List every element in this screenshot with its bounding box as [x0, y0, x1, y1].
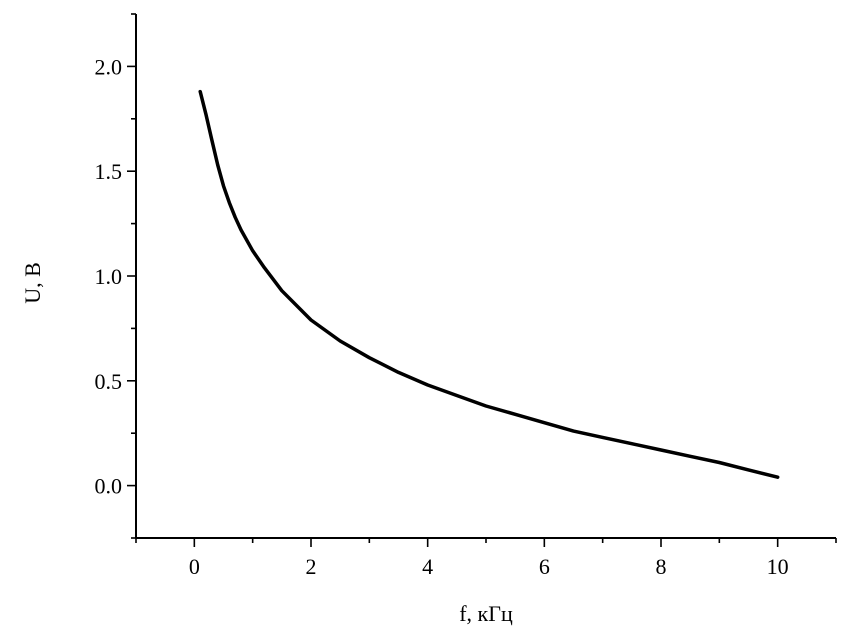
y-axis-label: U, В	[20, 262, 45, 304]
x-tick-label: 2	[306, 554, 317, 579]
x-axis-label: f, кГц	[459, 601, 513, 626]
x-tick-label: 6	[539, 554, 550, 579]
y-tick-label: 1.0	[95, 264, 123, 289]
y-tick-label: 0.5	[95, 369, 123, 394]
x-tick-label: 4	[422, 554, 433, 579]
y-tick-labels: 0.0 0.5 1.0 1.5 2.0	[95, 54, 123, 498]
x-ticks	[135, 538, 837, 547]
x-tick-labels: 0 2 4 6 8 10	[189, 554, 789, 579]
y-tick-label: 2.0	[95, 54, 123, 79]
y-tick-label: 1.5	[95, 159, 123, 184]
x-tick-label: 8	[656, 554, 667, 579]
x-tick-label: 0	[189, 554, 200, 579]
x-tick-label: 10	[767, 554, 789, 579]
y-ticks	[127, 13, 136, 539]
y-tick-label: 0.0	[95, 474, 123, 499]
series-line	[198, 89, 780, 479]
